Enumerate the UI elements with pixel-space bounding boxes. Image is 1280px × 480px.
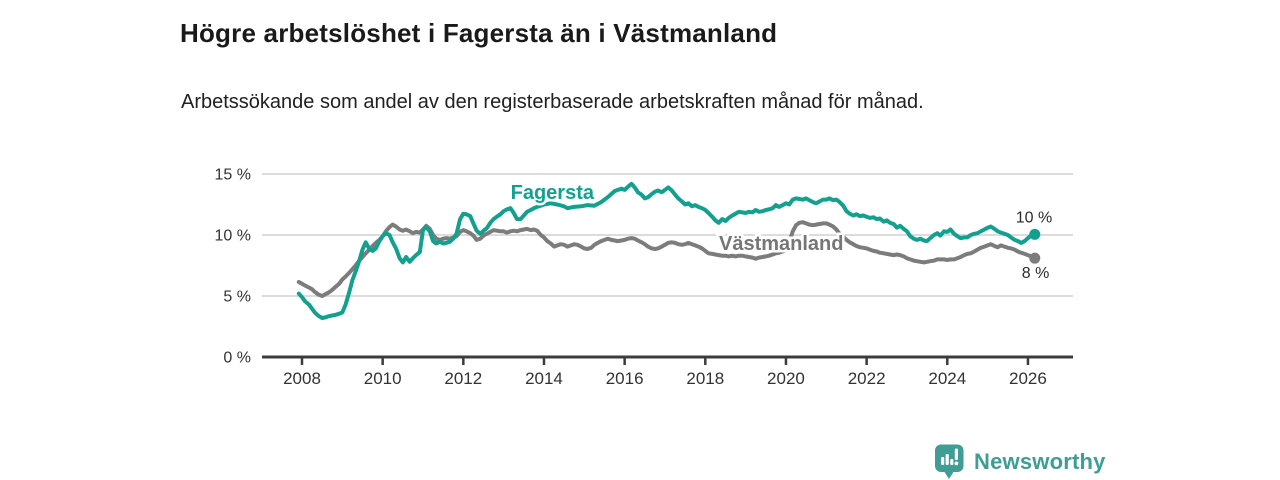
fagersta-end-dot bbox=[1029, 228, 1041, 240]
vastmanland-end-value-label: 8 % bbox=[1022, 265, 1050, 282]
chart-title: Högre arbetslöshet i Fagersta än i Västm… bbox=[180, 18, 778, 49]
y-tick-label: 0 % bbox=[223, 350, 251, 367]
x-tick-label: 2026 bbox=[1009, 369, 1047, 388]
newsworthy-brand-text: Newsworthy bbox=[974, 449, 1106, 474]
fagersta-series-label: Fagersta bbox=[511, 182, 595, 204]
x-tick-label: 2012 bbox=[444, 369, 482, 388]
y-tick-label: 15 % bbox=[215, 167, 251, 184]
x-tick-label: 2024 bbox=[928, 369, 966, 388]
x-tick-label: 2020 bbox=[767, 369, 805, 388]
x-tick-label: 2018 bbox=[686, 369, 724, 388]
chart-subtitle: Arbetssökande som andel av den registerb… bbox=[181, 91, 924, 113]
fagersta-line bbox=[296, 181, 1037, 320]
x-tick-label: 2014 bbox=[525, 369, 563, 388]
vstmanland-end-dot bbox=[1029, 252, 1041, 264]
y-tick-label: 10 % bbox=[215, 228, 251, 245]
vastmanland-series-label: Västmanland bbox=[719, 233, 843, 255]
x-tick-label: 2022 bbox=[848, 369, 886, 388]
bar-chart-speech-bubble-icon bbox=[935, 444, 964, 479]
newsworthy-brand[interactable]: Newsworthy bbox=[934, 444, 1106, 480]
x-tick-label: 2008 bbox=[283, 369, 321, 388]
x-tick-label: 2010 bbox=[364, 369, 402, 388]
fagersta-end-value-label: 10 % bbox=[1016, 209, 1052, 226]
x-tick-label: 2016 bbox=[606, 369, 644, 388]
y-tick-label: 5 % bbox=[223, 289, 251, 306]
